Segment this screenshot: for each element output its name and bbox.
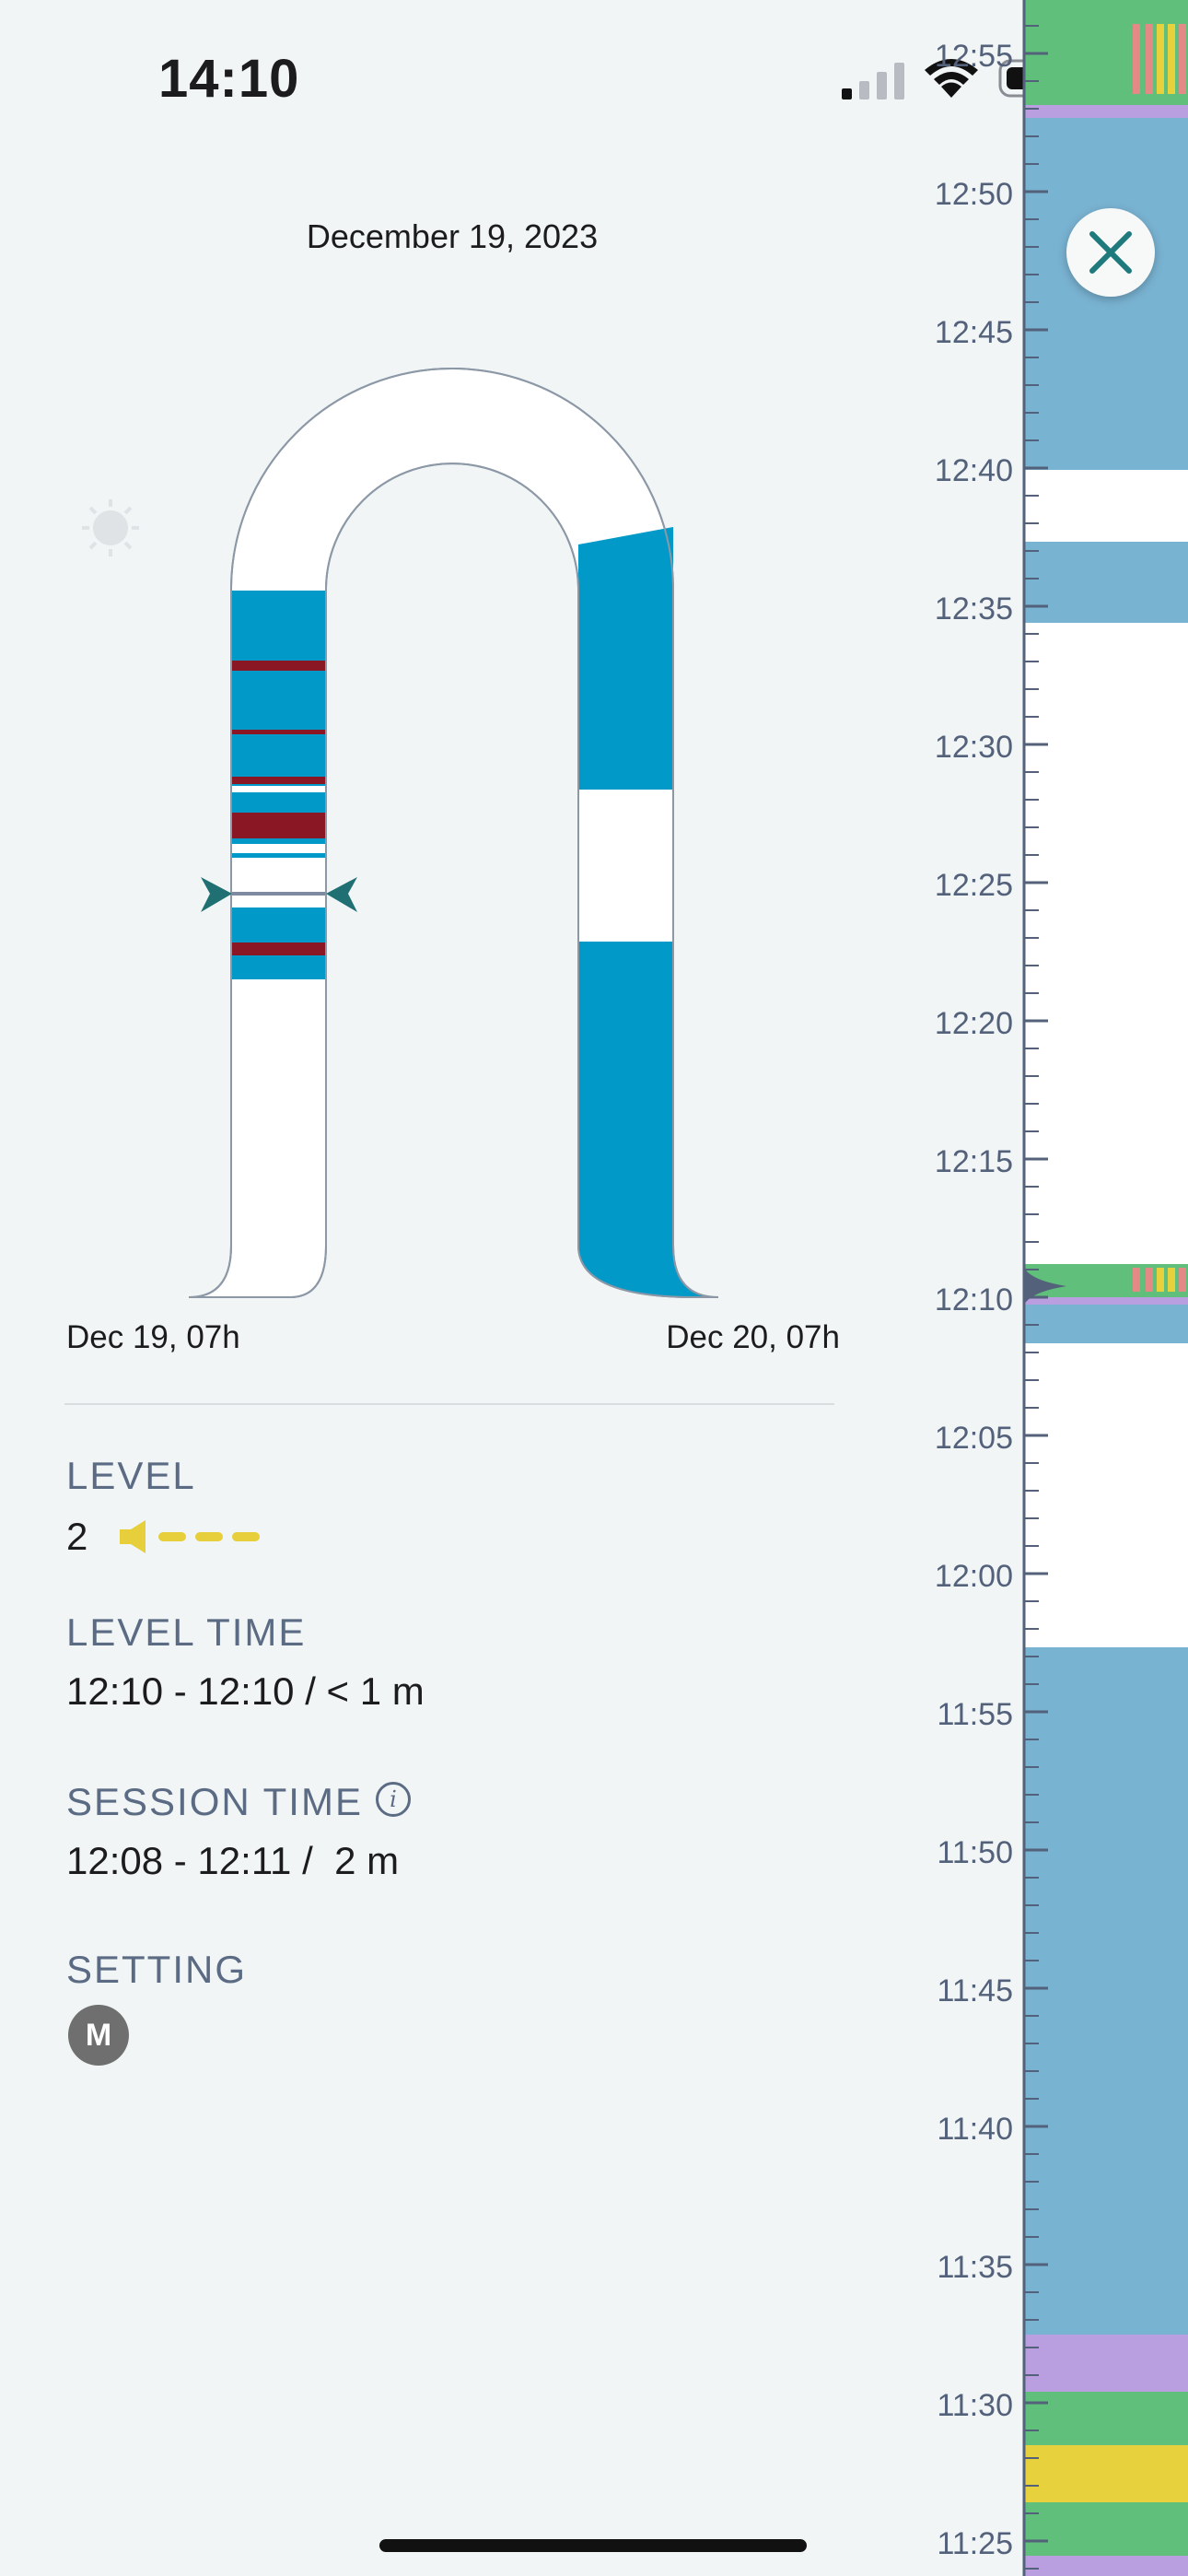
level-label: LEVEL — [66, 1454, 196, 1497]
timeline-tick-label: 12:15 — [935, 1144, 1013, 1179]
dial-marker-right[interactable] — [326, 877, 357, 912]
timeline-stripe — [1146, 24, 1153, 94]
dial-alert-segment — [231, 813, 326, 838]
timeline-tick-label: 11:50 — [937, 1835, 1013, 1870]
dial-marker-left[interactable] — [201, 877, 232, 912]
timeline-stripe — [1157, 24, 1164, 94]
timeline-band — [1024, 2392, 1188, 2445]
level-time-value: 12:10 - 12:10 / < 1 m — [66, 1669, 425, 1713]
timeline-tick-label: 12:45 — [935, 315, 1013, 350]
timeline-band — [1024, 1647, 1188, 2335]
session-time-label: SESSION TIME — [66, 1780, 363, 1823]
home-indicator[interactable] — [379, 2539, 807, 2552]
timeline-stripe — [1146, 1268, 1153, 1292]
cellular-signal-icon — [842, 63, 904, 100]
timeline-band — [1024, 2556, 1188, 2576]
timeline-stripe — [1179, 1268, 1186, 1292]
current-time-marker — [1024, 1268, 1066, 1305]
dial-segment — [231, 591, 326, 979]
dial-segment — [578, 527, 673, 790]
timeline-band — [1024, 105, 1188, 118]
timeline-tick-label: 12:00 — [935, 1559, 1013, 1594]
timeline-tick-label: 12:30 — [935, 730, 1013, 765]
close-button[interactable] — [1066, 208, 1155, 297]
timeline-stripe — [1168, 24, 1175, 94]
timeline-band — [1024, 1305, 1188, 1343]
timeline-tick-label: 12:20 — [935, 1006, 1013, 1041]
timeline-band — [1024, 1297, 1188, 1305]
timeline-tick-label: 12:35 — [935, 591, 1013, 626]
timeline-stripe — [1133, 24, 1140, 94]
dial-alert-segment — [231, 777, 326, 784]
divider — [64, 1403, 834, 1405]
timeline-band — [1024, 2335, 1188, 2392]
timeline-band — [1024, 542, 1188, 623]
level-time-label: LEVEL TIME — [66, 1610, 307, 1654]
session-date: December 19, 2023 — [306, 217, 599, 255]
wifi-icon — [925, 59, 978, 98]
timeline-tick-label: 11:35 — [937, 2250, 1013, 2285]
timeline-tick-label: 12:25 — [935, 868, 1013, 903]
setting-badge: M — [68, 2005, 129, 2066]
timeline-stripe — [1157, 1268, 1164, 1292]
timeline-stripe — [1168, 1268, 1175, 1292]
dial-end-label: Dec 20, 07h — [666, 1319, 840, 1355]
timeline-stripe — [1179, 24, 1186, 94]
timeline-tick-label: 12:40 — [935, 453, 1013, 488]
speaker-icon — [120, 1520, 260, 1553]
timeline-tick-label: 12:05 — [935, 1421, 1013, 1456]
timeline-tick-label: 11:25 — [937, 2526, 1013, 2561]
timeline-stripe — [1133, 1268, 1140, 1292]
timeline-band — [1024, 2502, 1188, 2556]
setting-label: SETTING — [66, 1948, 248, 1991]
timeline-tick-label: 11:55 — [937, 1697, 1013, 1732]
dial-start-label: Dec 19, 07h — [66, 1319, 240, 1355]
sun-icon — [82, 499, 139, 556]
dial-alert-segment — [231, 730, 326, 734]
dial-alert-segment — [231, 661, 326, 671]
timeline-tick-label: 11:30 — [937, 2388, 1013, 2423]
day-dial[interactable] — [0, 295, 904, 1308]
timeline-tick-label: 12:50 — [935, 177, 1013, 212]
dial-alert-segment — [231, 943, 326, 955]
info-icon[interactable]: i — [376, 1782, 411, 1817]
level-value: 2 — [66, 1515, 88, 1558]
status-time: 14:10 — [158, 49, 300, 109]
session-time-value: 12:08 - 12:11 / 2 m — [66, 1839, 400, 1882]
timeline-tick-label: 12:10 — [935, 1282, 1013, 1317]
dial-segment — [578, 942, 718, 1297]
timeline-band — [1024, 2445, 1188, 2502]
close-icon — [1089, 231, 1132, 274]
timeline-tick-label: 11:45 — [937, 1973, 1013, 2008]
timeline-tick-label: 12:55 — [935, 39, 1013, 74]
timeline-tick-label: 11:40 — [937, 2112, 1013, 2147]
